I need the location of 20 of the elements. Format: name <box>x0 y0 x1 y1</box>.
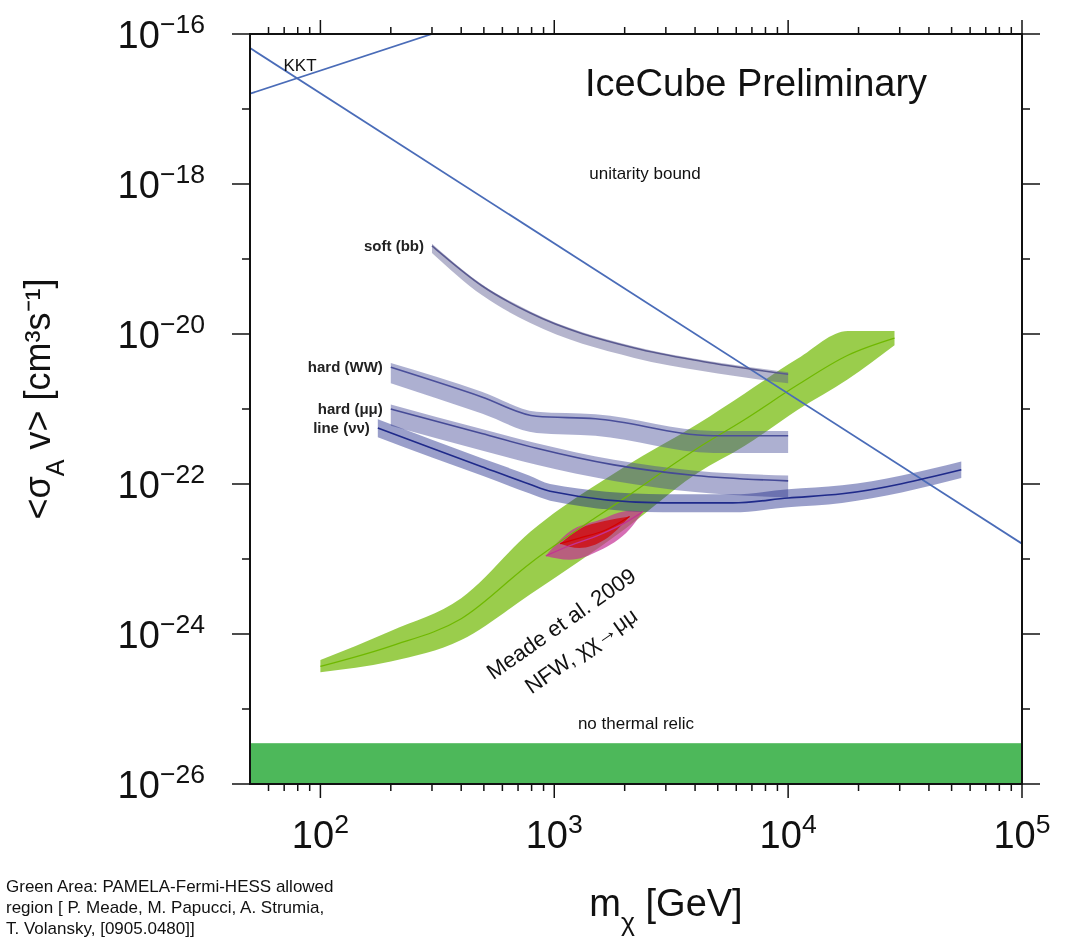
annotation: unitarity bound <box>589 164 701 184</box>
series-label: line (νν) <box>313 418 370 436</box>
series-label: soft (bb) <box>364 236 424 254</box>
y-tick-label: 10$^{−16}$ <box>117 9 205 56</box>
y-tick-label: 10$^{−20}$ <box>117 309 205 356</box>
annotation: KKT <box>283 56 317 76</box>
text: IceCube Preliminary <box>584 62 928 104</box>
y-tick-label: 10$^{−22}$ <box>117 459 205 506</box>
x-axis-title: m$_{χ}$ [GeV] <box>589 882 743 937</box>
band-label: no thermal relic <box>577 714 695 734</box>
text: Green Area: PAMELA-Fermi-HESS allowed region [ P. Meade, M. Papucci, A. Strumia, T. Volansky, [0905.0480]] <box>6 877 334 938</box>
y-tick-label: 10$^{−24}$ <box>117 609 206 656</box>
x-tick-label: 10$^{5}$ <box>993 809 1051 856</box>
y-tick-label: 10$^{−18}$ <box>117 159 205 206</box>
x-tick-label: 10$^{3}$ <box>525 809 583 856</box>
x-tick-label: 10$^{4}$ <box>759 809 817 856</box>
series-label: hard (μμ) <box>317 400 383 417</box>
x-tick-label: 10$^{2}$ <box>291 809 349 856</box>
series-label: hard (WW) <box>307 358 383 376</box>
y-tick-label: 10$^{−26}$ <box>117 759 205 806</box>
